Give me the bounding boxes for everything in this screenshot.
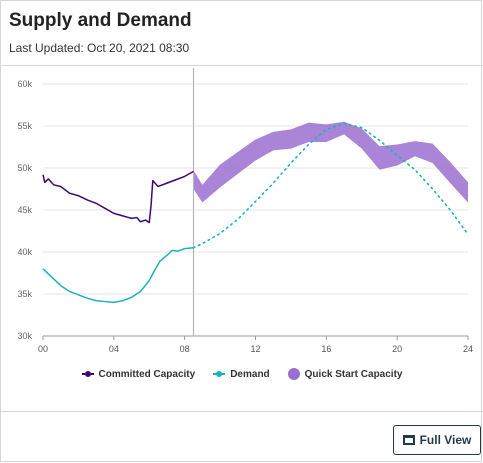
y-tick-label: 55k [17,121,32,131]
y-tick-label: 60k [17,79,32,89]
footer-divider [1,411,483,412]
y-tick-label: 30k [17,331,32,341]
window-icon [402,435,415,445]
committed-line-icon [81,371,94,377]
legend-committed-label: Committed Capacity [98,368,196,380]
last-updated: Last Updated: Oct 20, 2021 08:30 [9,41,190,55]
quick-start-swatch-icon [287,368,300,380]
x-tick-label: 08 [180,344,190,354]
quick-start-capacity-band [193,121,469,203]
legend-quick-start[interactable]: Quick Start Capacity [287,368,403,380]
chart-area: 30k 35k 40k 45k 50k 55k 60k 00 04 08 12 16 20 24 [1,68,483,408]
x-tick-label: 12 [250,344,260,354]
demand-line-icon [213,371,226,377]
x-tick-label: 20 [392,344,402,354]
legend-committed[interactable]: Committed Capacity [81,368,196,380]
legend-demand-label: Demand [230,368,270,380]
legend-quick-start-label: Quick Start Capacity [304,368,403,380]
card-header: Supply and Demand Last Updated: Oct 20, … [9,9,192,55]
demand-forecast-line [192,122,469,249]
x-tick-label: 04 [109,344,119,354]
chart-legend: Committed Capacity Demand Quick Start Ca… [1,368,483,380]
committed-capacity-line [42,170,194,224]
y-tick-label: 45k [17,205,32,215]
y-tick-label: 35k [17,289,32,299]
legend-demand[interactable]: Demand [213,368,270,380]
demand-line [42,247,194,304]
x-tick-label: 16 [321,344,331,354]
full-view-button[interactable]: Full View [393,425,481,455]
x-tick-label: 24 [463,344,473,354]
supply-demand-chart: 30k 35k 40k 45k 50k 55k 60k 00 04 08 12 16 20 24 [17,68,473,354]
y-tick-label: 40k [17,247,32,257]
x-tick-label: 00 [38,344,48,354]
header-divider [1,65,483,66]
full-view-label: Full View [419,433,472,447]
card-title: Supply and Demand [9,10,192,31]
y-tick-label: 50k [17,163,32,173]
